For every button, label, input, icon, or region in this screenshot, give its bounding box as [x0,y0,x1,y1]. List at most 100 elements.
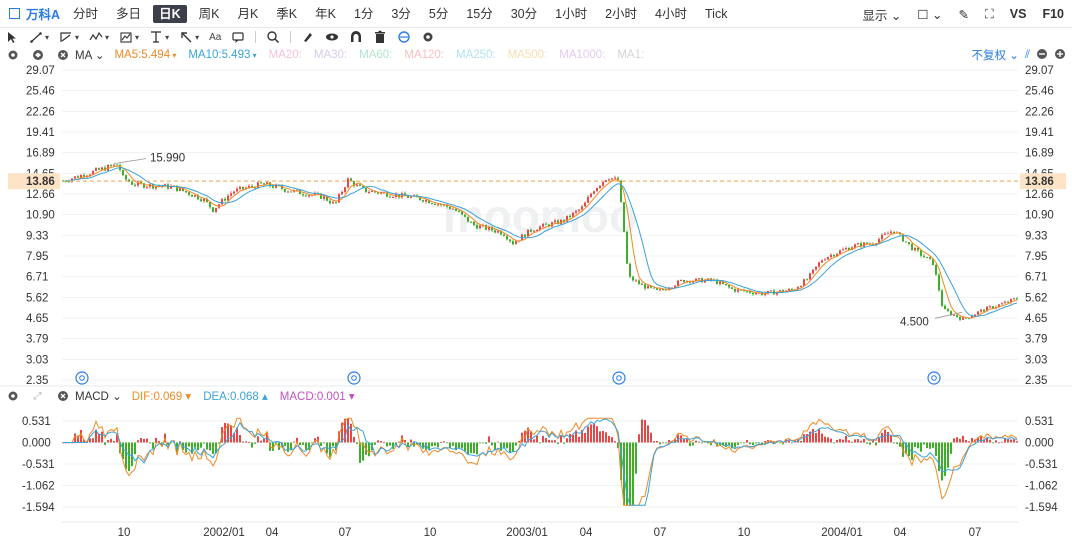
measure-icon[interactable]: ▾ [151,31,170,43]
close-icon[interactable] [56,49,69,62]
macd-bar [956,437,958,443]
settings-gear-icon[interactable] [6,390,19,403]
period-tab[interactable]: 分时 [73,6,99,21]
macd-bar [224,422,226,443]
sync-icon[interactable] [397,30,411,44]
price-tick-left: 6.71 [26,272,48,284]
divider [255,31,257,43]
adjust-label: 不复权 [971,50,1007,62]
period-tab[interactable]: 周K [198,6,220,21]
ma-legend-item[interactable]: MA1000: [559,49,605,61]
note-icon[interactable] [231,30,245,44]
candle-body [215,207,217,213]
high-price-label: 15.990 [150,153,185,165]
collapse-icon[interactable] [1036,48,1048,63]
zoom-icon[interactable] [266,30,280,44]
ma-legend-item[interactable]: MA500: [508,49,548,61]
macd-bar [377,440,379,443]
macd-bar [344,418,346,443]
ma-indicator-select[interactable]: MA ⌄ [75,50,105,62]
macd-bar [287,442,289,452]
eye-icon[interactable] [325,30,339,44]
macd-bar [257,436,259,443]
period-tab[interactable]: 多日 [116,6,142,21]
brush-icon[interactable] [301,30,315,44]
macd-bar [365,442,367,455]
candle-body [218,204,220,208]
chart-type-icon[interactable]: ⫽ [1024,48,1030,61]
macd-bar [410,439,412,443]
macd-bar [299,442,301,446]
period-tab[interactable]: 3分 [391,6,411,21]
macd-bar [962,435,964,443]
trendline-icon[interactable]: ▾ [29,30,49,44]
macd-bar [923,442,925,445]
symbol-name[interactable]: 万科A [26,8,61,22]
ma-legend-item[interactable]: MA10:5.493 ▾ [188,49,257,61]
pen-icon[interactable]: ✎ [958,7,969,22]
ma-legend-item[interactable]: MA1: [617,49,644,61]
candle-body [521,234,523,241]
macd-indicator-select[interactable]: MACD ⌄ [75,391,122,403]
macd-bar [746,440,748,443]
ma-legend-item[interactable]: MA5:5.494 ▾ [114,49,177,61]
macd-bar [764,440,766,443]
period-tab[interactable]: Tick [705,6,728,21]
candle-body [323,196,325,199]
candle-body [113,164,115,166]
adjust-select[interactable]: 不复权 ⌄ [971,50,1019,62]
candle-body [161,186,163,188]
arrow-icon[interactable]: ▾ [179,30,199,44]
candle-body [686,280,688,283]
symbol-box-icon[interactable] [9,8,20,19]
period-tab[interactable]: 5分 [428,6,449,21]
magnet-icon[interactable] [349,30,363,44]
price-tick-left: 22.26 [26,106,55,118]
vs-button[interactable]: VS [1009,7,1027,21]
candle-body [524,234,526,237]
settings-gear-icon[interactable] [421,30,435,44]
period-tab[interactable]: 日K [153,4,187,23]
macd-bar [464,442,466,452]
macd-bar [812,428,814,443]
period-tab[interactable]: 年K [315,6,336,21]
ma-legend-item[interactable]: MA250: [456,49,496,61]
ma-legend-item[interactable]: MA60: [359,49,392,61]
expand-icon[interactable] [1054,48,1066,63]
dif-value: DIF:0.069 ▾ [131,391,192,403]
period-tab[interactable]: 季K [276,6,298,21]
f10-button[interactable]: F10 [1042,7,1064,21]
period-tab[interactable]: 月K [237,6,259,21]
ma-legend-item[interactable]: MA120: [404,49,444,61]
period-tab[interactable]: 2小时 [605,6,638,21]
wave-icon[interactable]: ▾ [89,30,109,44]
period-tab[interactable]: 1分 [353,6,374,21]
macd-bar [992,442,994,444]
settings-gear-icon[interactable] [6,49,19,62]
price-tick-left: 12.66 [26,189,55,201]
candle-body [269,182,271,187]
period-tab[interactable]: 1小时 [555,6,588,21]
fullscreen-icon[interactable]: ⤢ [33,390,42,402]
macd-bar [203,442,205,444]
period-tab[interactable]: 15分 [466,6,493,21]
macd-bar [323,442,325,444]
price-tick-left: 3.79 [26,334,48,346]
period-tab[interactable]: 4小时 [655,6,687,21]
fullscreen-icon[interactable]: ⛶ [985,6,994,21]
macd-bar [782,442,784,445]
pattern-icon[interactable]: ▾ [119,30,139,44]
trash-icon[interactable] [373,30,387,44]
channel-icon[interactable]: ▾ [59,30,79,44]
cursor-icon[interactable] [5,30,19,44]
hide-eye-icon[interactable] [31,49,44,62]
display-menu[interactable]: 显示 ⌄ [862,8,902,23]
text-icon[interactable]: Aa [209,31,222,43]
period-tab[interactable]: 30分 [510,6,538,21]
layout-select[interactable]: ☐ ⌄ [917,7,943,22]
ma-legend-label: MA250: [456,49,496,61]
close-icon[interactable] [56,390,69,403]
ma-legend-item[interactable]: MA30: [314,49,347,61]
ma-legend-item[interactable]: MA20: [269,49,302,61]
